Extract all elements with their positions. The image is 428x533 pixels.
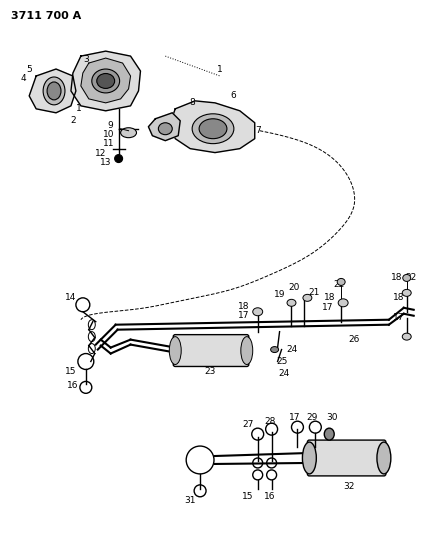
Ellipse shape [199,119,227,139]
Ellipse shape [270,346,279,352]
Ellipse shape [241,337,253,365]
Text: 17: 17 [393,313,404,322]
Text: 31: 31 [184,496,196,505]
Text: 21: 21 [309,288,320,297]
Text: 17: 17 [321,303,333,312]
Text: 9: 9 [108,121,113,130]
Ellipse shape [324,428,334,440]
Ellipse shape [192,114,234,144]
Text: 16: 16 [67,381,79,390]
Ellipse shape [377,442,391,474]
Text: 14: 14 [65,293,77,302]
Circle shape [115,155,122,163]
Text: 24: 24 [278,369,289,378]
Text: 26: 26 [348,335,360,344]
Text: 22: 22 [333,280,345,289]
Text: 2: 2 [70,116,76,125]
Ellipse shape [92,69,119,93]
Text: 18: 18 [393,293,404,302]
Text: 23: 23 [204,367,216,376]
Polygon shape [149,113,180,141]
Text: 18: 18 [391,273,403,282]
Text: 19: 19 [274,290,285,300]
Ellipse shape [337,278,345,285]
Text: 25: 25 [276,357,287,366]
Text: 18: 18 [238,302,250,311]
Text: 10: 10 [103,130,114,139]
Ellipse shape [43,77,65,105]
Ellipse shape [402,333,411,340]
Text: 1: 1 [217,64,223,74]
Text: 32: 32 [343,482,355,491]
Ellipse shape [47,82,61,100]
Text: 12: 12 [95,149,107,158]
Text: 30: 30 [327,413,338,422]
Text: 16: 16 [264,492,275,502]
Text: 28: 28 [264,417,275,426]
Text: 20: 20 [289,284,300,293]
Polygon shape [71,51,140,111]
Ellipse shape [253,308,263,316]
Text: 24: 24 [286,345,297,354]
Text: 8: 8 [189,99,195,107]
Ellipse shape [287,300,296,306]
Ellipse shape [303,442,316,474]
Text: 7: 7 [255,126,261,135]
Ellipse shape [303,294,312,301]
Polygon shape [81,58,131,103]
Polygon shape [29,69,76,113]
Text: 17: 17 [289,413,300,422]
Ellipse shape [121,128,137,138]
Text: 1: 1 [76,104,82,114]
Text: 6: 6 [230,91,236,100]
FancyBboxPatch shape [173,335,249,367]
Text: 15: 15 [242,492,253,502]
Text: 29: 29 [307,413,318,422]
Polygon shape [170,101,255,152]
Ellipse shape [169,337,181,365]
Text: 18: 18 [324,293,335,302]
Text: 5: 5 [27,64,32,74]
Ellipse shape [97,74,115,88]
Text: 3711 700 A: 3711 700 A [11,11,82,21]
Ellipse shape [158,123,172,135]
Text: 13: 13 [100,158,111,167]
Text: 3: 3 [83,54,89,63]
Text: 11: 11 [103,139,114,148]
Text: 15: 15 [65,367,77,376]
Text: 4: 4 [21,75,26,84]
Ellipse shape [338,299,348,307]
Text: 27: 27 [242,419,253,429]
Text: 17: 17 [238,311,250,320]
Ellipse shape [402,289,411,296]
Text: 22: 22 [405,273,416,282]
Ellipse shape [403,274,411,281]
FancyBboxPatch shape [307,440,386,476]
